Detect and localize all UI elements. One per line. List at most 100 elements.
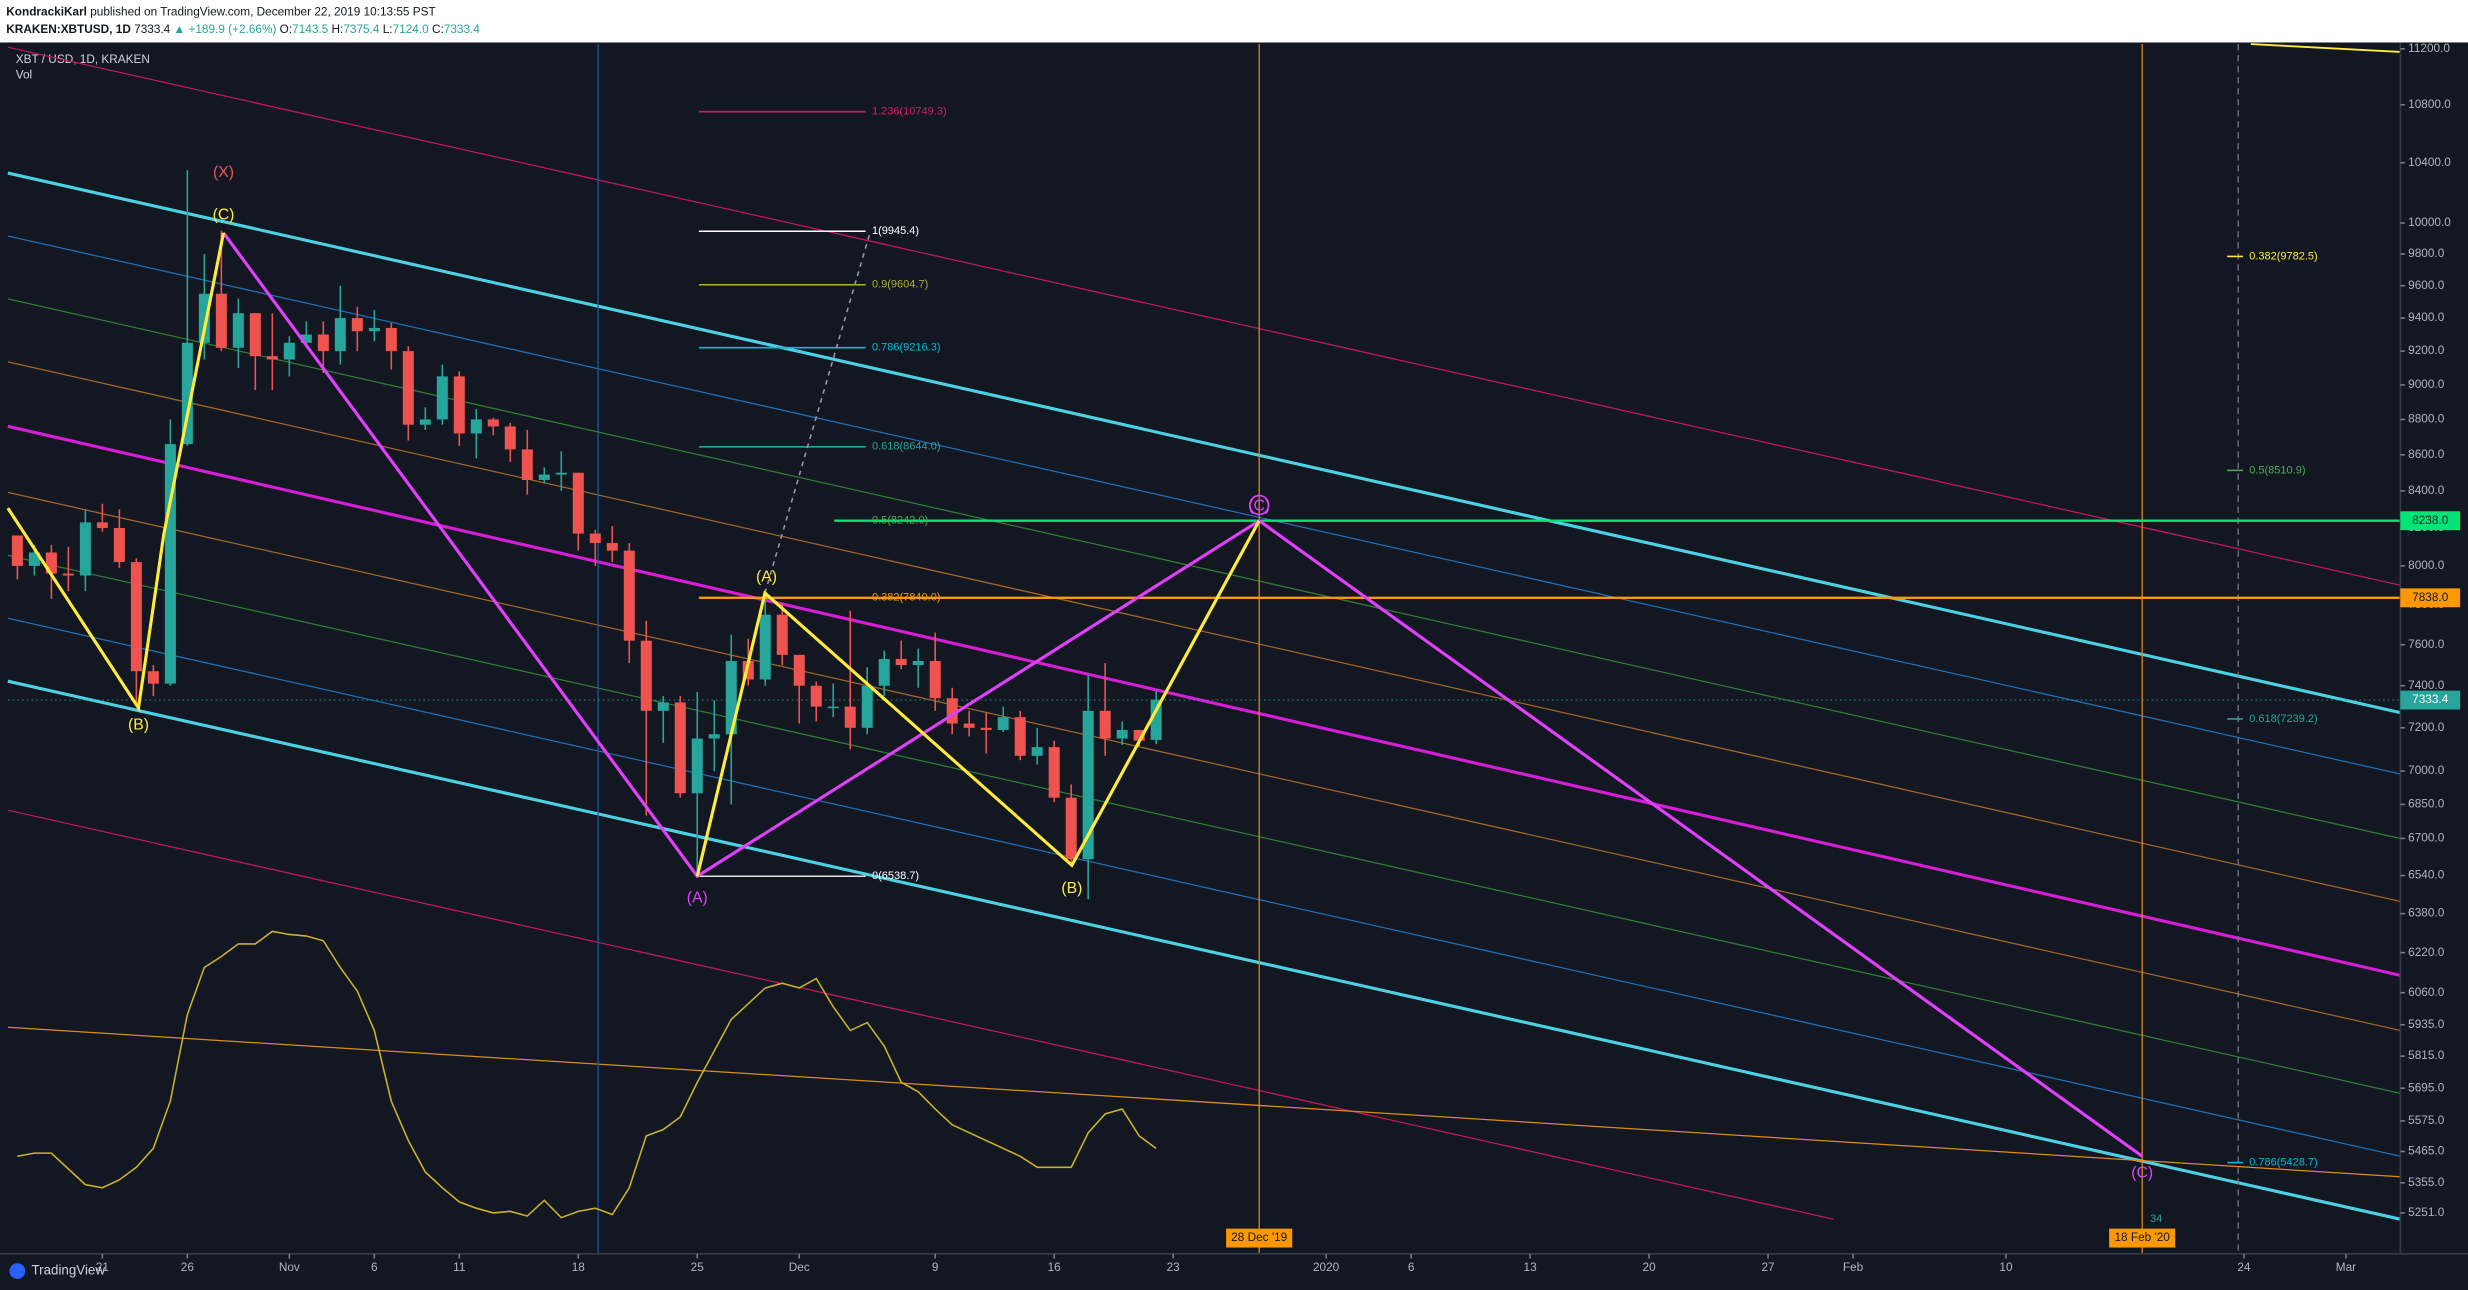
y-tick-label: 6850.0 (2408, 796, 2445, 810)
candle-body (878, 658, 890, 686)
candle-body (793, 654, 805, 686)
y-tick-label: 9000.0 (2408, 377, 2445, 391)
x-tick-label: 26 (181, 1260, 195, 1274)
price-tag-label: 7333.4 (2412, 692, 2449, 706)
candle-body (1031, 747, 1043, 756)
candle-body (266, 356, 278, 360)
waves (6, 231, 2144, 1158)
price-tag-label: 7838.0 (2412, 590, 2449, 604)
candle-body (589, 533, 601, 544)
fib-label: 0.786(5428.7) (2249, 1156, 2318, 1168)
candle-body (606, 543, 618, 551)
y-tick-label: 7200.0 (2408, 720, 2445, 734)
fib-left: 1.236(10749.3) 1(9945.4) 0.9(9604.7) 0.7… (698, 106, 2401, 882)
candle-body (453, 376, 465, 434)
date-tag-label: 18 Feb '20 (2114, 1230, 2170, 1244)
candle-body (895, 658, 907, 666)
wave-label: (A) (687, 889, 708, 906)
candle-body (1099, 710, 1111, 739)
count-label: 34 (2150, 1213, 2162, 1225)
candle-body (96, 522, 108, 528)
candle-body (1065, 797, 1077, 860)
wave-labels: (X) (C) (B) (A) (A) (B) (C) (C) 34 (128, 164, 2162, 1225)
x-tick-label: 16 (1048, 1260, 1062, 1274)
channels (7, 43, 2401, 1254)
candle-body (300, 334, 312, 343)
candle-body (385, 327, 397, 352)
candle-body (1082, 710, 1094, 860)
channel-line (7, 679, 2401, 1221)
candle-body (521, 449, 533, 480)
price: 7333.4 (134, 22, 171, 36)
x-tick-label: 2020 (1313, 1260, 1340, 1274)
candle-body (147, 671, 159, 684)
y-tick-label: 8400.0 (2408, 483, 2445, 497)
candle-body (181, 342, 193, 445)
candle-body (946, 698, 958, 724)
x-tick-label: 20 (1643, 1260, 1657, 1274)
candle-body (980, 727, 992, 730)
channel-line (7, 617, 2401, 1157)
wave-path (6, 232, 226, 713)
candle-body (759, 614, 771, 680)
y-tick-label: 8600.0 (2408, 447, 2445, 461)
candle-body (11, 535, 23, 566)
candle-body (1150, 699, 1162, 740)
ohlc-label: L: (383, 22, 393, 36)
x-axis: 21 26 Nov 6 11 18 25 Dec 9 16 23 2020 6 13 20 27 Feb 10 24… (96, 1253, 2356, 1274)
fib-trend (764, 231, 872, 594)
y-tick-label: 10400.0 (2408, 155, 2451, 169)
header-line: KondrackiKarl published on TradingView.c… (6, 5, 435, 19)
y-tick-label: 8000.0 (2408, 558, 2445, 572)
candle-body (249, 313, 261, 357)
header-bar (0, 0, 2468, 43)
candle-body (623, 550, 635, 641)
candle-body (844, 706, 856, 728)
y-tick-label: 5815.0 (2408, 1048, 2445, 1062)
y-tick-label: 8800.0 (2408, 412, 2445, 426)
x-tick-label: 11 (453, 1260, 465, 1274)
candle-body (215, 293, 227, 348)
published: published on TradingView.com, December 2… (90, 5, 435, 19)
x-tick-label: 23 (1167, 1260, 1181, 1274)
candle-body (827, 706, 839, 709)
x-tick-label: Nov (279, 1260, 300, 1274)
volume-line (17, 930, 1157, 1219)
x-tick-label: 6 (371, 1260, 378, 1274)
symbol: KRAKEN:XBTUSD, 1D (6, 22, 131, 36)
channel-line (7, 361, 2401, 903)
wave-label: (C) (1248, 498, 1270, 515)
candle-body (368, 327, 380, 332)
x-tick-label: 10 (1999, 1260, 2013, 1274)
x-tick-label: 24 (2237, 1260, 2251, 1274)
price-tag (2400, 690, 2461, 710)
trend-line (7, 1026, 2401, 1178)
candle-body (912, 660, 924, 666)
candle-body (1133, 729, 1145, 741)
logo[interactable]: TradingView (31, 1263, 105, 1278)
candle-body (725, 660, 737, 735)
candle-body (113, 527, 125, 563)
ohlc-value: 7143.5 (292, 22, 329, 36)
candle-body (674, 702, 686, 794)
indicator-label: Vol (16, 68, 32, 82)
candle-body (1014, 717, 1026, 756)
candle-body (640, 640, 652, 711)
wave-label: (B) (1061, 880, 1082, 897)
fib-label: 1(9945.4) (872, 225, 919, 237)
fib-label: 0(6538.7) (872, 870, 919, 882)
candle-body (62, 573, 74, 576)
x-tick-label: 18 (572, 1260, 586, 1274)
y-tick-label: 6380.0 (2408, 906, 2445, 920)
candle-body (130, 562, 142, 672)
x-tick-label: Dec (789, 1260, 810, 1274)
fib-label: 0.5(8510.9) (2249, 464, 2305, 476)
fib-label: 0.382(7840.0) (872, 592, 941, 604)
y-tick-label: 5355.0 (2408, 1175, 2445, 1189)
y-tick-label: 5251.0 (2408, 1205, 2445, 1219)
fib-label: 0.786(9216.3) (872, 342, 941, 354)
candle-body (504, 426, 516, 450)
candle-body (232, 313, 244, 348)
